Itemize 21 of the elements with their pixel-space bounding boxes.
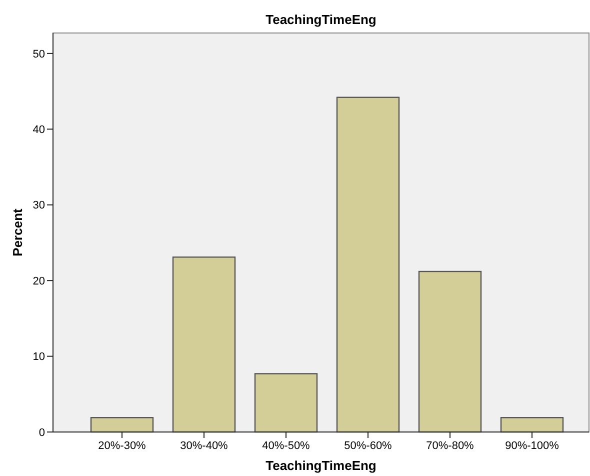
x-tick-label: 40%-50% — [262, 440, 310, 452]
x-tick-label: 70%-80% — [426, 440, 474, 452]
x-axis-title: TeachingTimeEng — [266, 458, 376, 473]
y-tick-label: 10 — [32, 351, 45, 364]
y-tick-label: 30 — [32, 200, 45, 212]
bar — [254, 373, 318, 433]
bar — [336, 96, 400, 433]
y-tick-label: 50 — [32, 48, 45, 60]
bar — [500, 417, 564, 433]
y-tick-label: 0 — [38, 426, 45, 439]
chart-title: TeachingTimeEng — [266, 12, 376, 27]
x-tick-label: 50%-60% — [344, 440, 392, 452]
x-tick-label: 20%-30% — [98, 440, 146, 452]
y-tick-label: 40 — [32, 124, 45, 136]
y-axis-title: Percent — [10, 208, 25, 256]
bar — [172, 256, 236, 433]
bar — [90, 417, 154, 433]
bar — [418, 270, 482, 433]
y-tick-label: 20 — [32, 275, 45, 288]
x-tick-label: 30%-40% — [180, 440, 228, 452]
x-tick-label: 90%-100% — [505, 440, 560, 452]
